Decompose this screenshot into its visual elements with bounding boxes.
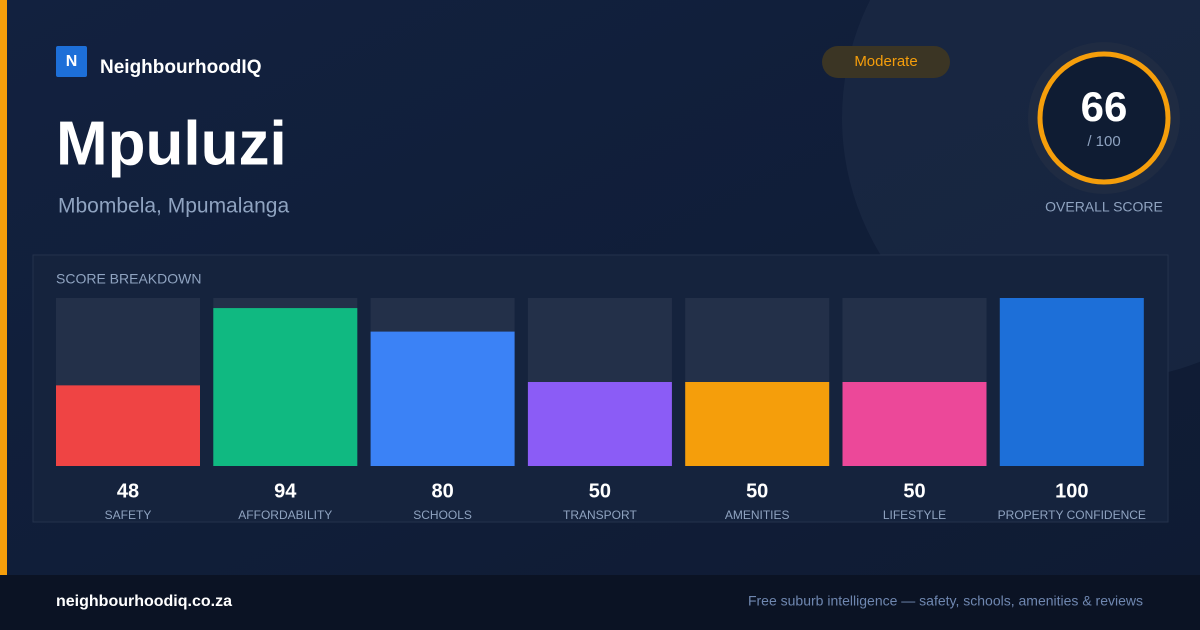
category-label: AFFORDABILITY [238, 508, 332, 522]
badge-text: Moderate [854, 53, 917, 70]
score-label: OVERALL SCORE [1045, 199, 1163, 215]
score-ring [1037, 51, 1171, 185]
brand-name: NeighbourhoodIQ [100, 57, 261, 78]
subtitle: Mbombela, Mpumalanga [58, 195, 289, 218]
score-value: 66 [1081, 83, 1128, 130]
bar [527, 382, 672, 466]
bar [56, 385, 200, 466]
logo-letter: N [66, 53, 78, 70]
value-label: 80 [431, 480, 453, 502]
value-label: 50 [903, 480, 925, 502]
category-label: LIFESTYLE [883, 508, 946, 522]
category-label: SAFETY [105, 508, 152, 522]
chart-title: SCORE BREAKDOWN [56, 271, 201, 287]
value-label: 48 [117, 480, 139, 502]
title: Mpuluzi [56, 109, 287, 178]
footer-bar [0, 575, 1200, 630]
category-label: PROPERTY CONFIDENCE [998, 508, 1146, 522]
bar [370, 331, 515, 466]
category-label: TRANSPORT [563, 508, 637, 522]
bar [842, 382, 987, 466]
value-label: 50 [589, 480, 611, 502]
bar [685, 382, 830, 466]
category-label: SCHOOLS [413, 508, 472, 522]
footer-tagline: Free suburb intelligence — safety, schoo… [748, 593, 1143, 609]
accent-stripe [0, 0, 7, 575]
footer-site: neighbourhoodiq.co.za [56, 593, 232, 610]
category-label: AMENITIES [725, 508, 790, 522]
value-label: 100 [1055, 480, 1088, 502]
score-suffix: / 100 [1087, 133, 1120, 150]
bar [999, 298, 1144, 466]
bar [213, 308, 358, 466]
badge [822, 46, 950, 78]
logo [56, 46, 87, 77]
value-label: 50 [746, 480, 768, 502]
value-label: 94 [274, 480, 297, 502]
